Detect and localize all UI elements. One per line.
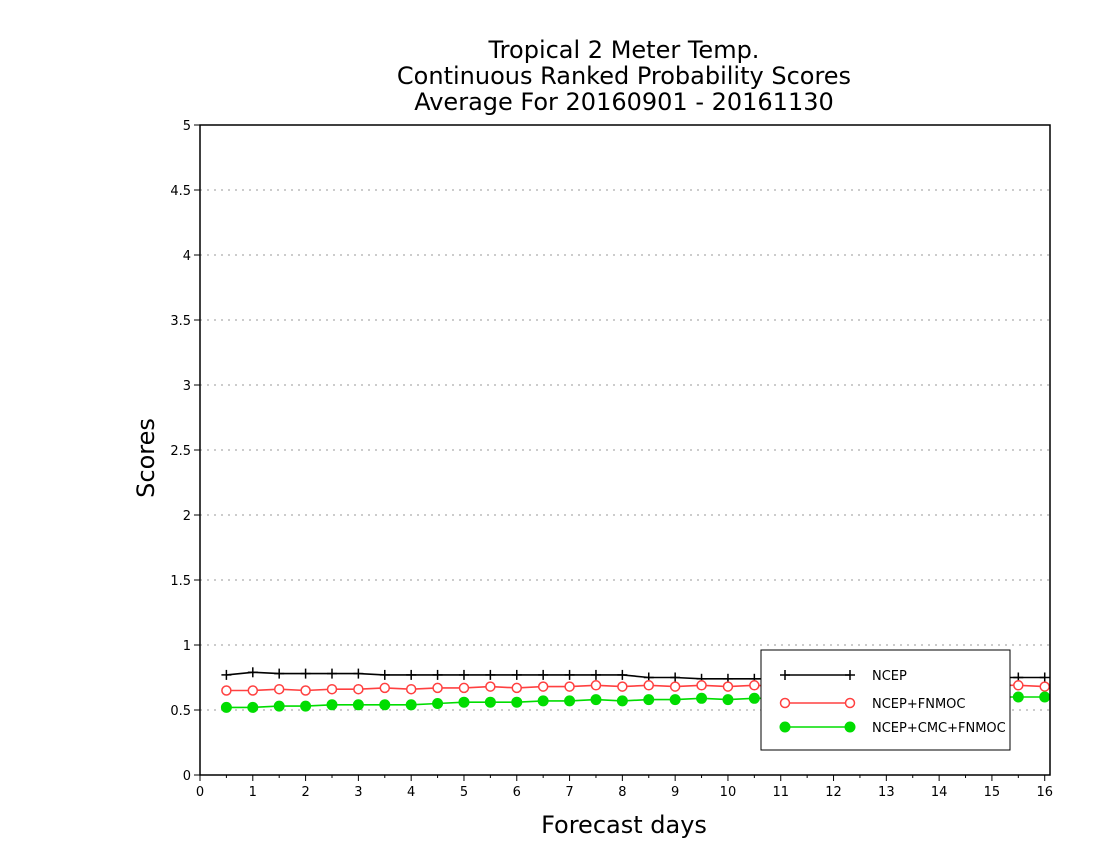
- data-point: [1013, 680, 1024, 691]
- data-point: [1012, 691, 1024, 703]
- data-point: [669, 694, 681, 706]
- legend: NCEP NCEP+FNMOC NCEP+CMC+FNMOC: [760, 649, 1011, 751]
- data-point: [669, 681, 681, 692]
- x-tick-label: 15: [984, 785, 1001, 800]
- y-tick-label: 3: [183, 379, 191, 394]
- x-axis-ticks: 0 1 2 3 4 5 6 7 8 9 10 11 12 13 14 15 16: [196, 775, 1053, 800]
- x-tick-label: 14: [931, 785, 948, 800]
- data-point: [749, 680, 760, 691]
- x-tick-label: 6: [513, 785, 521, 800]
- legend-entry-2: NCEP+CMC+FNMOC: [779, 721, 1006, 736]
- data-point: [379, 682, 391, 694]
- data-point: [616, 695, 628, 707]
- x-tick-label: 3: [354, 785, 362, 800]
- legend-marker: [844, 697, 856, 709]
- data-point: [458, 696, 470, 708]
- y-tick-label: 3.5: [170, 314, 191, 329]
- legend-label: NCEP: [872, 669, 907, 684]
- data-point: [511, 696, 523, 708]
- legend-marker: [844, 721, 856, 733]
- data-point: [1039, 691, 1051, 703]
- data-point: [405, 683, 417, 695]
- data-point: [722, 681, 734, 692]
- data-point: [511, 682, 523, 694]
- data-point: [352, 699, 364, 711]
- y-tick-label: 1.5: [170, 574, 191, 589]
- data-point: [273, 700, 285, 712]
- data-point: [722, 694, 734, 706]
- data-point: [643, 694, 655, 706]
- data-point: [696, 680, 707, 691]
- legend-entry-0: NCEP: [780, 669, 907, 684]
- y-tick-label: 2: [183, 509, 191, 524]
- data-point: [247, 685, 259, 696]
- x-axis-label: Forecast days: [541, 811, 707, 839]
- data-point: [220, 701, 232, 713]
- x-tick-label: 12: [825, 785, 842, 800]
- legend-entry-1: NCEP+FNMOC: [779, 697, 965, 712]
- data-point: [432, 698, 444, 709]
- y-axis-ticks: 0 0.5 1 1.5 2 2.5 3 3.5 4 4.5 5: [170, 119, 200, 784]
- data-point: [432, 682, 443, 694]
- x-tick-label: 8: [618, 785, 626, 800]
- data-point: [590, 694, 602, 706]
- y-tick-label: 2.5: [170, 444, 191, 459]
- data-point: [247, 701, 259, 713]
- data-point: [590, 680, 602, 691]
- x-tick-label: 11: [772, 785, 789, 800]
- data-point: [300, 685, 311, 696]
- x-tick-label: 4: [407, 785, 415, 800]
- x-tick-label: 2: [301, 785, 309, 800]
- legend-label: NCEP+CMC+FNMOC: [872, 721, 1006, 736]
- chart-title: Tropical 2 Meter Temp. Continuous Ranked…: [397, 36, 851, 116]
- legend-entries: NCEP NCEP+FNMOC NCEP+CMC+FNMOC: [779, 669, 1006, 736]
- data-point: [537, 695, 549, 707]
- x-tick-label: 13: [878, 785, 895, 800]
- data-point: [405, 699, 417, 711]
- x-tick-label: 7: [565, 785, 573, 800]
- data-point: [564, 681, 575, 692]
- plot-frame: [199, 124, 1051, 776]
- x-tick-label: 10: [720, 785, 737, 800]
- data-point: [300, 700, 312, 712]
- title-line-1: Tropical 2 Meter Temp.: [488, 36, 760, 64]
- title-line-2: Continuous Ranked Probability Scores: [397, 62, 851, 90]
- legend-marker: [779, 721, 791, 733]
- y-tick-label: 0.5: [170, 704, 191, 719]
- x-tick-label: 0: [196, 785, 204, 800]
- data-point: [617, 681, 628, 692]
- y-tick-label: 4: [183, 249, 191, 264]
- y-axis-label: Scores: [132, 418, 160, 498]
- y-tick-label: 0: [183, 769, 191, 784]
- data-point: [273, 683, 285, 695]
- data-point: [326, 699, 338, 711]
- y-tick-label: 4.5: [170, 184, 191, 199]
- x-tick-label: 5: [460, 785, 468, 800]
- x-tick-label: 9: [671, 785, 679, 800]
- legend-box: [760, 649, 1011, 751]
- data-point: [537, 681, 549, 692]
- data-point: [353, 683, 364, 695]
- data-point: [564, 695, 576, 707]
- x-tick-label: 16: [1036, 785, 1053, 800]
- data-point: [485, 681, 496, 692]
- data-point: [326, 683, 338, 695]
- title-line-3: Average For 20160901 - 20161130: [414, 88, 834, 116]
- data-point: [1039, 681, 1050, 692]
- x-tick-label: 1: [249, 785, 257, 800]
- y-tick-label: 1: [183, 639, 191, 654]
- data-point: [221, 685, 232, 696]
- data-point: [643, 680, 655, 691]
- data-point: [748, 692, 760, 704]
- y-tick-label: 5: [183, 119, 191, 134]
- legend-marker: [779, 697, 791, 709]
- legend-label: NCEP+FNMOC: [872, 697, 965, 712]
- grid: [200, 189, 1050, 711]
- data-point: [458, 682, 470, 694]
- data-point: [379, 699, 391, 711]
- data-point: [484, 696, 496, 708]
- data-point: [696, 692, 708, 704]
